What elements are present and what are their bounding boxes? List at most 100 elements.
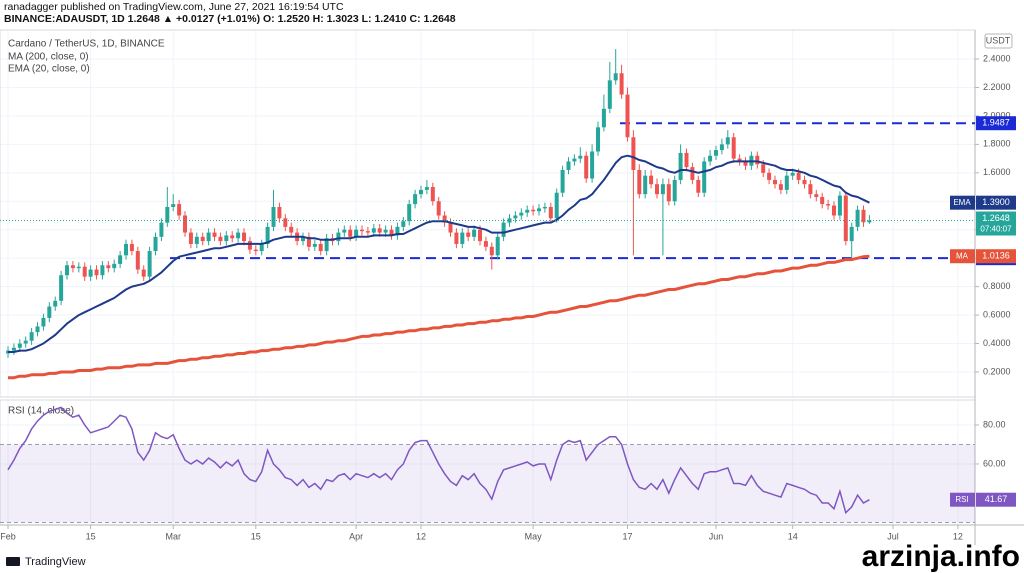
indicator-badge-text: 1.0136 (982, 251, 1010, 261)
rsi-title: RSI (14, close) (8, 406, 74, 417)
candle-body (118, 255, 123, 264)
candle-body (560, 169, 565, 193)
rsi-tag-text: RSI (955, 495, 968, 504)
candle-body (336, 232, 341, 242)
candle-body (613, 73, 618, 81)
candle-body (141, 269, 146, 277)
candle-body (47, 306, 52, 318)
indicator-badge (976, 249, 1016, 264)
candle-body (537, 208, 542, 212)
x-tick-label: Apr (349, 531, 363, 541)
y-tick-label: 2.4000 (983, 53, 1011, 63)
candle-body (124, 243, 129, 256)
candle-body (814, 194, 819, 197)
candle-body (283, 218, 288, 227)
y-tick-label: 0.2000 (983, 366, 1011, 376)
candle-body (684, 152, 689, 168)
candle-body (194, 236, 199, 244)
candle-body (35, 326, 40, 333)
candle-body (365, 231, 370, 233)
candle-body (277, 206, 282, 219)
candle-body (861, 209, 866, 223)
candle-body (354, 229, 359, 237)
candle-body (666, 184, 671, 202)
candle-body (183, 215, 188, 233)
candle-body (129, 243, 134, 252)
candle-body (247, 241, 252, 250)
x-tick-label: 12 (416, 531, 426, 541)
candle-body (312, 243, 317, 247)
candle-body (135, 251, 140, 270)
candle-body (784, 175, 789, 190)
candle-body (678, 152, 683, 180)
candle-body (607, 80, 612, 109)
candle-body (837, 195, 842, 216)
candle-body (513, 215, 518, 219)
candle-body (259, 243, 264, 252)
candle-body (725, 137, 730, 145)
candle-body (424, 187, 429, 190)
candle-body (767, 172, 772, 180)
candle-body (76, 266, 81, 269)
candle-body (147, 251, 152, 277)
legend-ema: EMA (20, close, 0) (8, 64, 90, 75)
candle-body (342, 229, 347, 233)
candle-body (566, 161, 571, 170)
candle-body (218, 236, 223, 242)
currency: USDT (986, 35, 1011, 45)
candle-body (590, 151, 595, 179)
candle-body (253, 249, 258, 252)
candle-body (867, 220, 872, 223)
level-badge (976, 116, 1016, 131)
y-tick-label: 2.2000 (983, 82, 1011, 92)
candle-body (265, 226, 270, 244)
candle-body (177, 204, 182, 216)
candle-body (383, 229, 388, 233)
rsi-badge (976, 492, 1016, 507)
x-tick-label: 15 (86, 531, 96, 541)
candle-body (436, 201, 441, 216)
candle-body (637, 169, 642, 195)
candle-body (702, 161, 707, 193)
y-tick-label: 1.8000 (983, 139, 1011, 149)
candle-body (17, 343, 22, 348)
candle-body (584, 155, 589, 179)
level-badge-text: 1.9487 (982, 118, 1010, 128)
candle-body (70, 265, 75, 269)
x-tick-label: 17 (622, 531, 632, 541)
candle-body (407, 204, 412, 222)
candle-body (153, 236, 158, 252)
chart-title: Cardano / TetherUS, 1D, BINANCE (8, 39, 165, 50)
countdown: 07:40:07 (980, 225, 1012, 234)
candle-body (755, 155, 760, 165)
candle-body (519, 212, 524, 216)
candle-body (826, 204, 831, 206)
symbol-line: BINANCE:ADAUSDT, 1D 1.2648 ▲ +0.0127 (+1… (4, 13, 456, 25)
candle-body (442, 215, 447, 223)
candle-body (395, 226, 400, 236)
candle-body (531, 209, 536, 212)
y-tick-label: 2.0000 (983, 110, 1011, 120)
candle-body (301, 236, 306, 242)
candle-body (495, 236, 500, 256)
candle-body (242, 232, 247, 242)
candle-body (808, 184, 813, 195)
y-tick-label: 60.00 (983, 458, 1006, 468)
candle-body (65, 265, 70, 276)
rsi-tag (950, 492, 975, 507)
y-tick-label: 0.4000 (983, 338, 1011, 348)
candle-body (419, 189, 424, 195)
last-price-badge (976, 211, 1016, 236)
candle-body (112, 263, 117, 269)
candle-body (348, 229, 353, 237)
candle-body (601, 108, 606, 128)
y-tick-label: 0.6000 (983, 309, 1011, 319)
candle-body (29, 332, 34, 341)
candle-body (159, 222, 164, 237)
candle-body (802, 179, 807, 185)
x-tick-label: Feb (0, 531, 16, 541)
indicator-tag (950, 249, 975, 264)
candle-body (578, 155, 583, 159)
